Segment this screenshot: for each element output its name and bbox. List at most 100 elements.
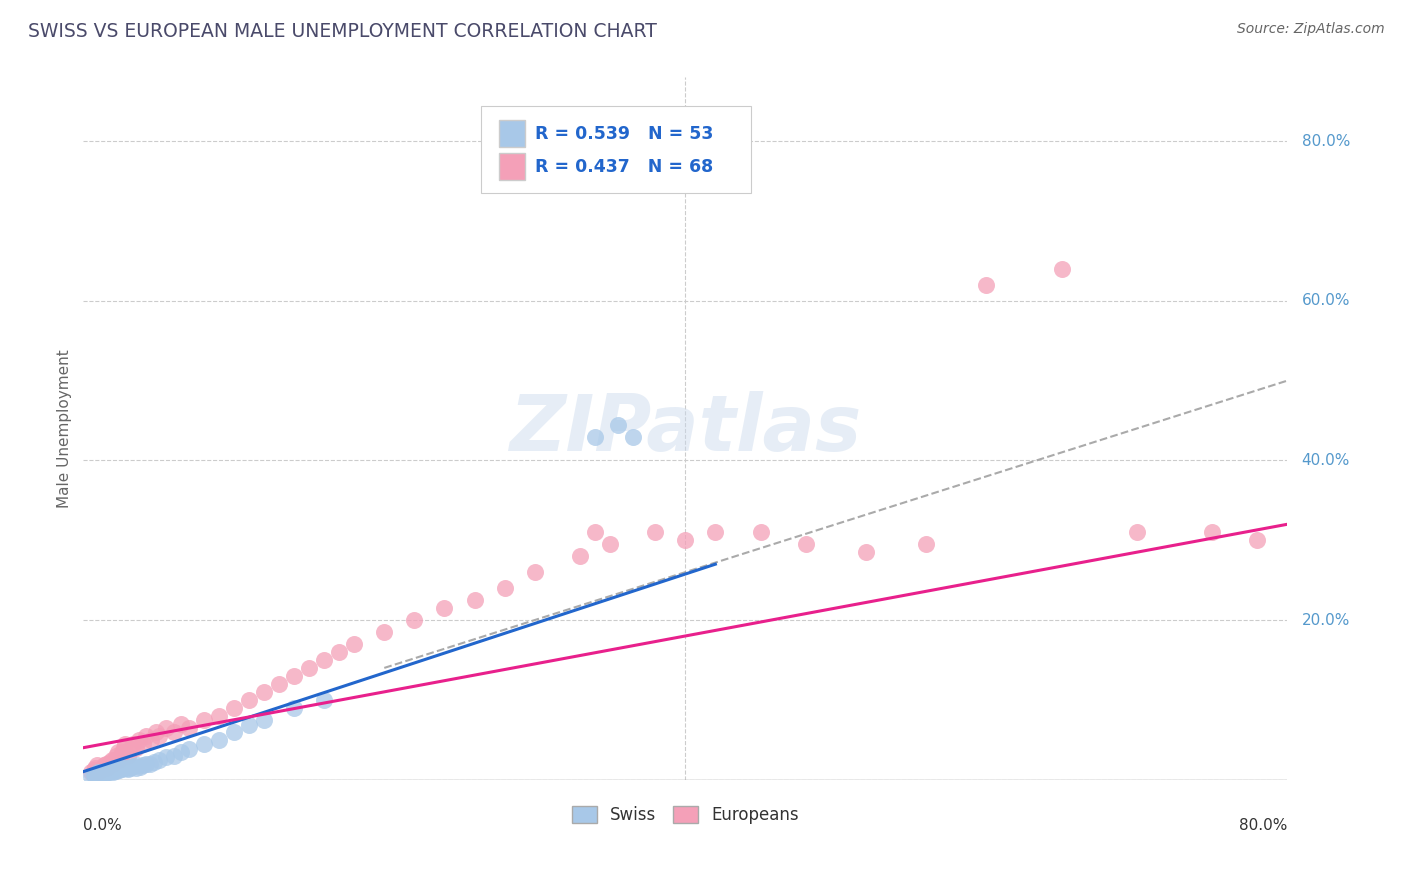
Point xyxy=(373,625,395,640)
Point xyxy=(118,742,141,756)
Point xyxy=(673,533,696,548)
Y-axis label: Male Unemployment: Male Unemployment xyxy=(58,349,72,508)
Point xyxy=(193,737,215,751)
Point xyxy=(97,758,120,772)
Point xyxy=(89,767,111,781)
Point xyxy=(110,761,132,775)
Point xyxy=(84,769,107,783)
Point xyxy=(83,763,105,777)
Text: Source: ZipAtlas.com: Source: ZipAtlas.com xyxy=(1237,22,1385,37)
Text: 80.0%: 80.0% xyxy=(1302,134,1350,149)
Point xyxy=(112,740,135,755)
Point xyxy=(87,764,110,779)
Point xyxy=(1050,262,1073,277)
Point xyxy=(621,429,644,443)
Point xyxy=(104,753,127,767)
Point xyxy=(108,763,131,777)
Point xyxy=(135,729,157,743)
Point xyxy=(583,525,606,540)
Point xyxy=(644,525,666,540)
Text: 0.0%: 0.0% xyxy=(83,818,122,833)
Point xyxy=(208,708,231,723)
Text: 80.0%: 80.0% xyxy=(1239,818,1288,833)
Point xyxy=(177,721,200,735)
Point xyxy=(86,758,108,772)
Point xyxy=(103,762,125,776)
Point xyxy=(122,759,145,773)
Point xyxy=(162,748,184,763)
Point xyxy=(129,760,152,774)
Point xyxy=(238,693,260,707)
Point xyxy=(135,756,157,771)
Text: 60.0%: 60.0% xyxy=(1302,293,1350,309)
Text: SWISS VS EUROPEAN MALE UNEMPLOYMENT CORRELATION CHART: SWISS VS EUROPEAN MALE UNEMPLOYMENT CORR… xyxy=(28,22,657,41)
Point xyxy=(100,763,122,777)
Point xyxy=(464,593,486,607)
Point xyxy=(96,761,118,775)
Point xyxy=(155,721,177,735)
Point xyxy=(145,724,167,739)
Point xyxy=(568,549,591,564)
Point xyxy=(122,737,145,751)
Point xyxy=(105,764,128,778)
Point xyxy=(100,755,122,769)
Point xyxy=(91,765,114,780)
Point xyxy=(1246,533,1268,548)
Point xyxy=(101,764,124,778)
Text: ZIPatlas: ZIPatlas xyxy=(509,391,862,467)
Point xyxy=(143,755,166,769)
Point xyxy=(96,765,118,780)
Legend: Swiss, Europeans: Swiss, Europeans xyxy=(565,799,806,831)
Point xyxy=(170,745,193,759)
Point xyxy=(177,742,200,756)
Point xyxy=(120,760,142,774)
Point xyxy=(90,763,112,777)
Point xyxy=(138,757,160,772)
Text: 20.0%: 20.0% xyxy=(1302,613,1350,628)
Point xyxy=(94,764,117,778)
Point xyxy=(125,740,148,755)
Point xyxy=(132,758,155,772)
Point xyxy=(118,761,141,775)
Point xyxy=(91,761,114,775)
Point xyxy=(1201,525,1223,540)
Point xyxy=(599,537,621,551)
Point xyxy=(103,764,125,779)
Point xyxy=(104,763,127,777)
Point xyxy=(114,737,136,751)
Point xyxy=(117,748,139,763)
Point xyxy=(139,732,162,747)
Point xyxy=(90,766,112,780)
Point xyxy=(855,545,877,559)
Point xyxy=(253,713,276,727)
Point xyxy=(328,645,350,659)
Point xyxy=(103,756,125,771)
Point xyxy=(193,713,215,727)
Point xyxy=(222,724,245,739)
Point xyxy=(125,761,148,775)
Point xyxy=(110,748,132,763)
Point xyxy=(915,537,938,551)
Point xyxy=(312,653,335,667)
Point xyxy=(111,762,134,776)
Point xyxy=(86,768,108,782)
Point xyxy=(105,748,128,763)
Point xyxy=(80,769,103,783)
Point xyxy=(132,737,155,751)
Point xyxy=(974,277,997,292)
Point xyxy=(94,756,117,771)
Point xyxy=(94,766,117,780)
Point xyxy=(127,758,149,772)
Point xyxy=(1125,525,1147,540)
Point xyxy=(87,766,110,780)
Bar xyxy=(499,153,526,180)
Point xyxy=(253,685,276,699)
Point xyxy=(749,525,772,540)
Point xyxy=(148,753,170,767)
FancyBboxPatch shape xyxy=(481,105,751,194)
Point xyxy=(222,701,245,715)
Point xyxy=(107,762,129,776)
Point xyxy=(298,661,321,675)
Point xyxy=(148,729,170,743)
Point xyxy=(83,768,105,782)
